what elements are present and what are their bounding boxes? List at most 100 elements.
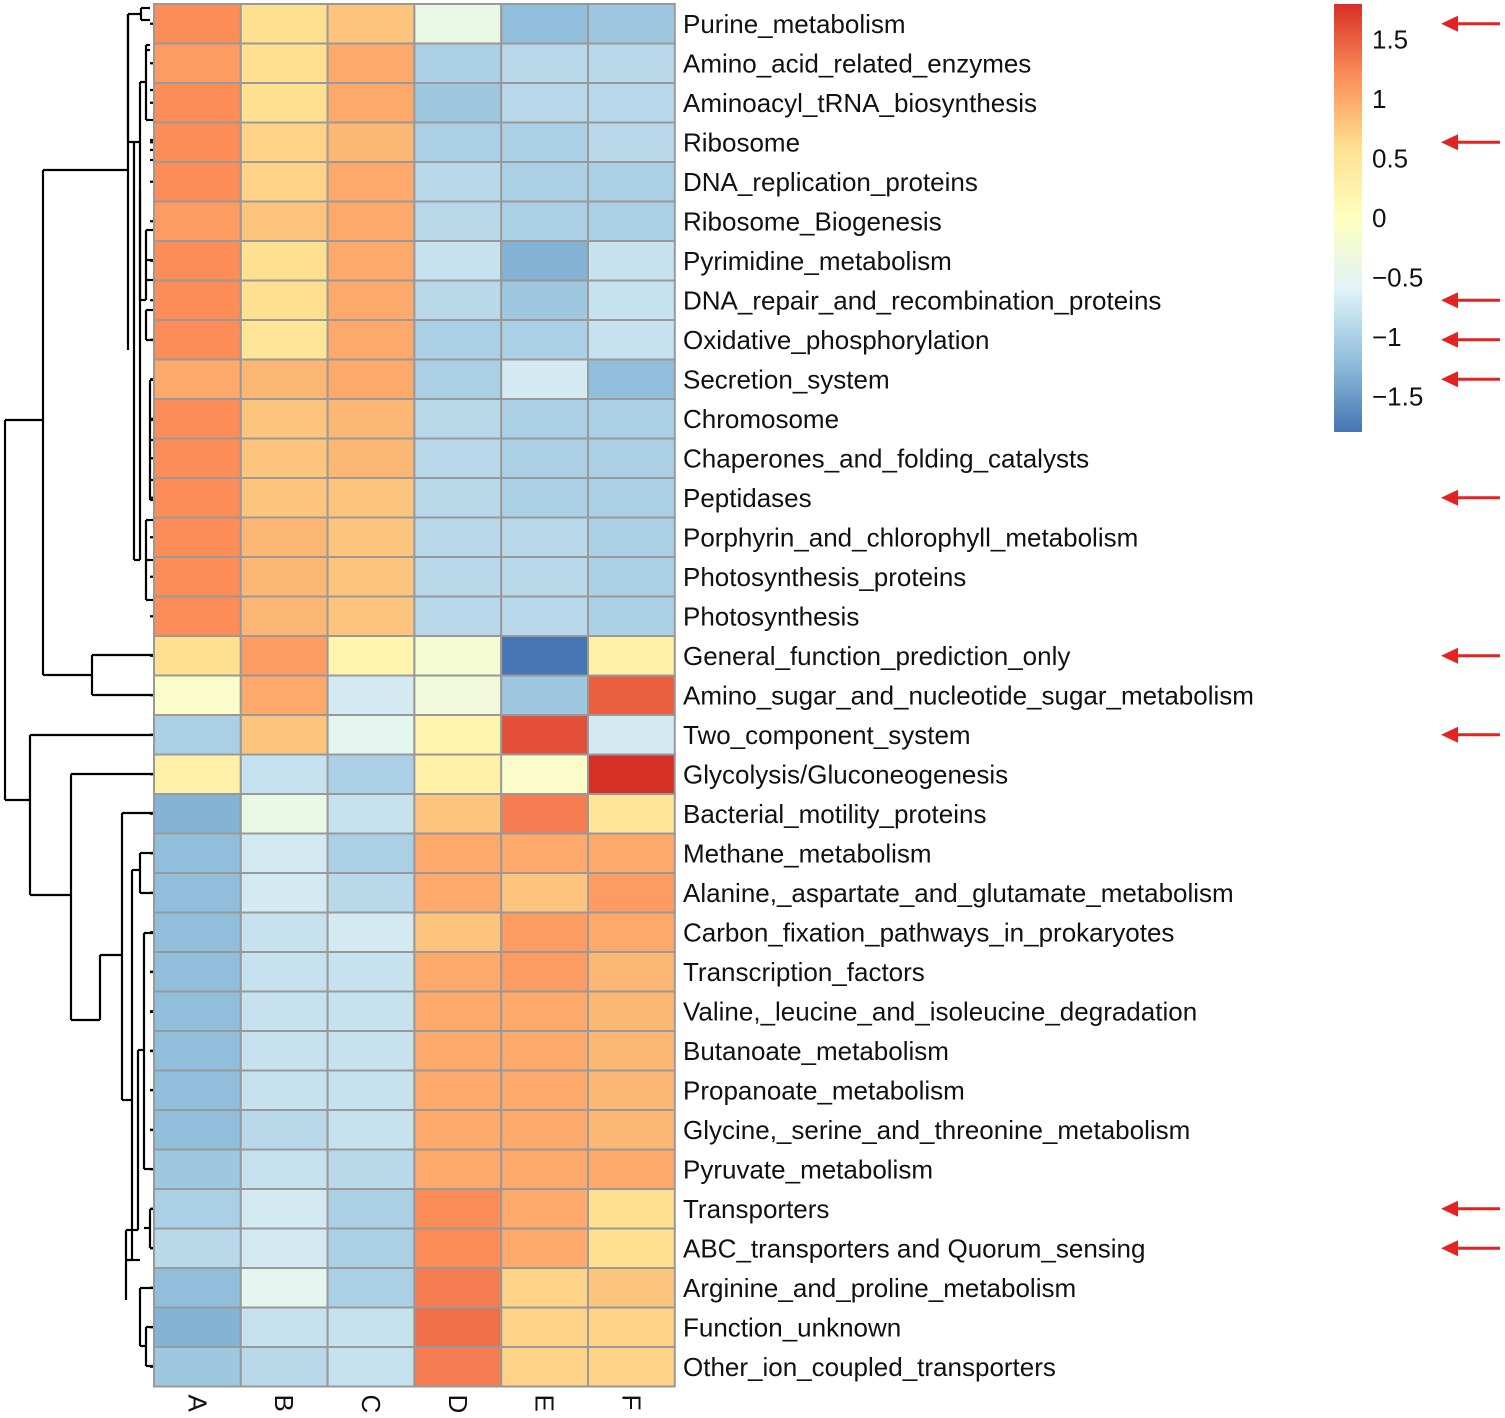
heatmap-cell: [326, 1267, 416, 1309]
heatmap-cell: [500, 1346, 590, 1388]
heatmap-cell: [500, 358, 590, 400]
heatmap-cell: [587, 1069, 676, 1111]
heatmap-cell: [153, 319, 242, 361]
heatmap-cell: [153, 1069, 242, 1111]
heatmap-cell: [326, 911, 416, 953]
heatmap-cell: [587, 990, 676, 1032]
heatmap-cell: [500, 398, 590, 440]
row-label: General_function_prediction_only: [683, 641, 1070, 671]
heatmap-cell: [239, 1346, 329, 1388]
heatmap-cell: [413, 832, 503, 874]
heatmap-cell: [153, 1306, 242, 1348]
row-label: Chaperones_and_folding_catalysts: [683, 443, 1089, 473]
heatmap-cell: [239, 951, 329, 993]
heatmap-cell: [239, 556, 329, 598]
red-arrow-icon: [1441, 1200, 1500, 1217]
heatmap-cell: [587, 911, 676, 953]
heatmap-cell: [326, 477, 416, 519]
heatmap-cell: [587, 42, 676, 84]
heatmap-cell: [500, 1267, 590, 1309]
heatmap-cell: [239, 753, 329, 795]
heatmap-cell: [587, 121, 676, 163]
heatmap-cell: [239, 437, 329, 479]
heatmap-cell: [413, 556, 503, 598]
heatmap-cell: [587, 1227, 676, 1269]
heatmap-cell: [153, 279, 242, 321]
row-label: Photosynthesis: [683, 601, 859, 631]
heatmap-cell: [500, 161, 590, 203]
heatmap-cell: [587, 1267, 676, 1309]
heatmap-cell: [587, 674, 676, 716]
heatmap-cell: [239, 1148, 329, 1190]
heatmap-cell: [500, 319, 590, 361]
heatmap-cell: [239, 200, 329, 242]
heatmap-cell: [153, 832, 242, 874]
row-label: Secretion_system: [683, 364, 890, 394]
heatmap-cell: [500, 3, 590, 45]
highlight-arrows: [1441, 15, 1500, 1257]
heatmap-cell: [326, 556, 416, 598]
heatmap-cell: [500, 674, 590, 716]
heatmap-cell: [326, 121, 416, 163]
heatmap-cell: [153, 398, 242, 440]
heatmap-cell: [413, 319, 503, 361]
heatmap-cell: [326, 3, 416, 45]
heatmap-cell: [239, 714, 329, 756]
heatmap-cell: [413, 1148, 503, 1190]
heatmap-cell: [153, 200, 242, 242]
heatmap-cell: [413, 477, 503, 519]
heatmap-cell: [500, 437, 590, 479]
heatmap-cell: [500, 753, 590, 795]
row-label: Bacterial_motility_proteins: [683, 799, 986, 829]
column-label: C: [356, 1395, 386, 1414]
heatmap-cell: [500, 1109, 590, 1151]
heatmap-cell: [153, 793, 242, 835]
heatmap-cell: [500, 82, 590, 124]
heatmap-cell: [587, 3, 676, 45]
heatmap-cell: [326, 872, 416, 914]
heatmap-cell: [587, 714, 676, 756]
heatmap-cell: [153, 1030, 242, 1072]
legend-tick-label: 1.5: [1372, 25, 1408, 55]
heatmap-cell: [239, 319, 329, 361]
column-label: F: [616, 1395, 646, 1411]
row-label: Other_ion_coupled_transporters: [683, 1352, 1056, 1382]
heatmap-cell: [587, 872, 676, 914]
heatmap-cell: [239, 832, 329, 874]
heatmap-cell: [153, 556, 242, 598]
legend-tick-label: 1: [1372, 84, 1386, 114]
row-label: Propanoate_metabolism: [683, 1075, 965, 1105]
heatmap-cell: [239, 990, 329, 1032]
heatmap-cell: [587, 1109, 676, 1151]
row-label: Two_component_system: [683, 720, 971, 750]
red-arrow-icon: [1441, 726, 1500, 743]
heatmap-cell: [153, 1267, 242, 1309]
row-label: Amino_sugar_and_nucleotide_sugar_metabol…: [683, 680, 1254, 710]
column-labels: A B C D E F: [182, 1395, 646, 1414]
column-label: D: [443, 1395, 473, 1414]
heatmap-cell: [587, 753, 676, 795]
heatmap-cell: [153, 358, 242, 400]
heatmap-cell: [239, 1227, 329, 1269]
row-label: Pyrimidine_metabolism: [683, 246, 952, 276]
row-labels: Purine_metabolism Amino_acid_related_enzy…: [683, 9, 1254, 1382]
heatmap-cell: [587, 1030, 676, 1072]
heatmap-cell: [500, 556, 590, 598]
heatmap-cell: [326, 42, 416, 84]
heatmap-cell: [239, 1306, 329, 1348]
heatmap-cell: [239, 161, 329, 203]
heatmap-cell: [500, 990, 590, 1032]
heatmap-cell: [500, 121, 590, 163]
heatmap-cell: [500, 1148, 590, 1190]
heatmap-cell: [413, 240, 503, 282]
heatmap-cell: [413, 1346, 503, 1388]
legend-tick-label: −1.5: [1372, 381, 1423, 411]
row-label: Pyruvate_metabolism: [683, 1154, 933, 1184]
heatmap-cell: [153, 872, 242, 914]
heatmap-cell: [239, 42, 329, 84]
heatmap-cell: [413, 1069, 503, 1111]
row-label: Aminoacyl_tRNA_biosynthesis: [683, 88, 1037, 118]
row-label: Butanoate_metabolism: [683, 1036, 949, 1066]
red-arrow-icon: [1441, 15, 1500, 32]
heatmap-cell: [413, 1188, 503, 1230]
